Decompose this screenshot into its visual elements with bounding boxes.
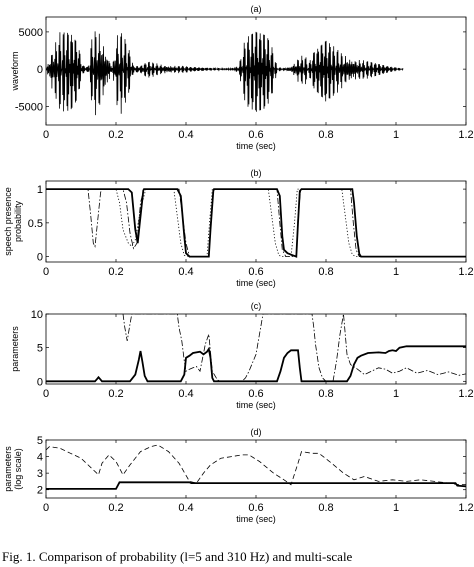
y-axis-label: speech presenceprobability [3,187,23,256]
x-tick-label: 1 [393,129,399,141]
y-tick-label: 10 [31,309,43,321]
y-tick-label: 5 [37,435,43,447]
figure-caption: Fig. 1. Comparison of probability (l=5 a… [2,549,353,564]
x-axis-label: time (sec) [236,141,276,151]
x-tick-label: 0 [43,129,49,141]
y-tick-label: 3 [37,468,43,480]
y-tick-label: 0 [37,64,43,76]
x-tick-label: 0.4 [178,266,193,278]
x-tick-label: 0.2 [108,266,123,278]
chart-panel-4: (d) 0 0.2 0.4 0.6 0.8 1 1.2 2 3 4 5 time (sec) parame… [3,427,474,524]
x-tick-label: 0.2 [108,388,123,400]
x-tick-label: 0.8 [318,388,333,400]
y-tick-label: 1 [37,184,43,196]
x-tick-label: 0 [43,266,49,278]
series-line-solid [46,345,466,383]
series-line-dash-dot [46,188,466,257]
x-tick-label: 0.2 [108,502,123,514]
x-axis-label: time (sec) [236,514,276,524]
y-tick-label: 5 [37,343,43,355]
series-waveform [46,31,404,116]
x-tick-label: 0 [43,388,49,400]
series-line-solid [46,188,466,258]
y-tick-label: 0 [37,252,43,264]
panel-title: (a) [251,4,262,14]
y-tick-label: 2 [37,485,43,497]
x-tick-label: 0.6 [248,129,263,141]
x-tick-label: 1 [393,388,399,400]
series-line-dotted [46,188,466,257]
series-line-dash [46,444,466,486]
x-tick-label: 0.6 [248,502,263,514]
x-axis-label: time (sec) [236,400,276,410]
chart-panel-1: (a) 0 0.2 0.4 0.6 0.8 1 1.2 -5000 0 5000 time (sec)… [10,4,474,151]
chart-panel-3: (c) 0 0.2 0.4 0.6 0.8 1 1.2 0 5 10 time (sec) parame… [10,301,474,410]
x-tick-label: 0.8 [318,502,333,514]
x-tick-label: 1.2 [458,129,473,141]
x-tick-label: 0.6 [248,388,263,400]
x-tick-label: 0.6 [248,266,263,278]
series-line-solid [46,481,466,490]
plot-frame [45,313,467,385]
x-tick-label: 0 [43,502,49,514]
x-tick-label: 1.2 [458,388,473,400]
y-tick-label: 4 [37,452,43,464]
x-tick-label: 0.8 [318,266,333,278]
x-tick-label: 1.2 [458,502,473,514]
x-tick-label: 0.4 [178,129,193,141]
series-line-dash-dot [122,314,466,382]
y-tick-label: 0 [37,376,43,388]
chart-panel-2: (b) 0 0.2 0.4 0.6 0.8 1 1.2 0 0.5 1 time (sec) speec… [3,168,474,288]
panel-title: (b) [251,168,262,178]
y-axis-label: parameters [10,326,20,372]
y-axis-label: parameters(log scale) [3,446,23,492]
y-tick-label: 5000 [19,27,43,39]
y-tick-label: 0.5 [28,218,43,230]
x-tick-label: 0.8 [318,129,333,141]
x-tick-label: 1.2 [458,266,473,278]
x-tick-label: 1 [393,502,399,514]
x-tick-label: 0.4 [178,388,193,400]
y-tick-label: -5000 [15,101,43,113]
y-axis-label: waveform [10,51,20,91]
x-tick-label: 0.4 [178,502,193,514]
panel-title: (d) [251,427,262,437]
plot-frame [45,180,467,263]
x-tick-label: 1 [393,266,399,278]
panel-title: (c) [251,301,262,311]
x-tick-label: 0.2 [108,129,123,141]
x-axis-label: time (sec) [236,278,276,288]
